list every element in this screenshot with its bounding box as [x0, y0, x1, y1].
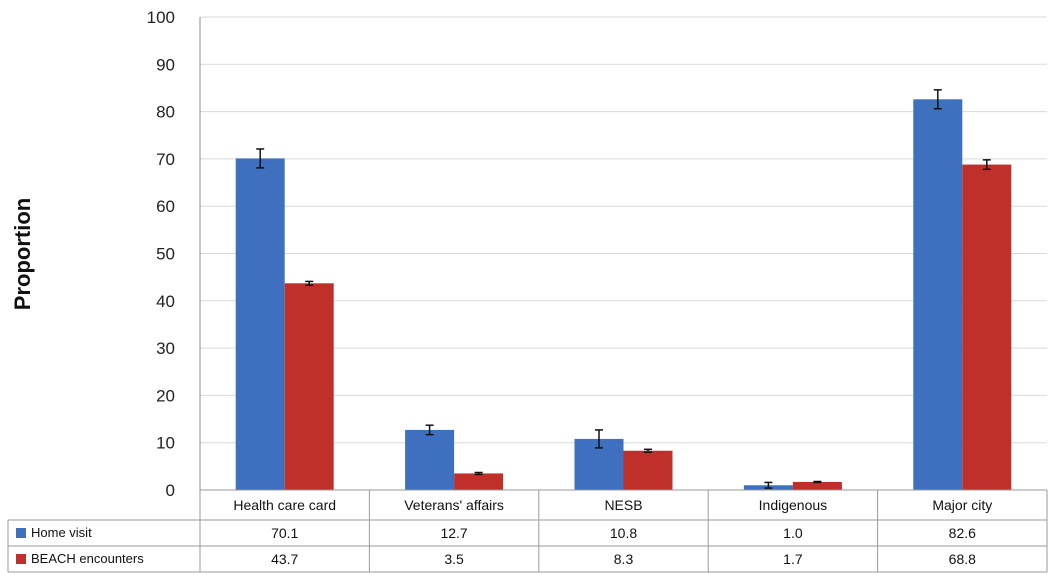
y-tick-label: 40 [156, 292, 175, 311]
y-axis-label: Proportion [10, 198, 35, 310]
gridlines [200, 16, 1047, 444]
error-bar [933, 89, 942, 110]
data-label: 8.3 [614, 551, 634, 567]
error-bar [474, 471, 483, 476]
error-bar [982, 159, 991, 171]
bar [405, 429, 455, 490]
legend-label: BEACH encounters [31, 551, 144, 566]
category-label: NESB [604, 497, 642, 513]
data-label: 10.8 [610, 525, 637, 541]
y-tick-label: 70 [156, 150, 175, 169]
y-axis-ticks: 0 10 20 30 40 50 60 70 80 90 100 [147, 8, 175, 500]
bar [235, 158, 285, 490]
bar [284, 283, 334, 490]
data-label: 12.7 [440, 525, 467, 541]
data-label: 82.6 [949, 525, 976, 541]
bars [235, 99, 1012, 491]
category-label: Indigenous [759, 497, 828, 513]
bar [913, 99, 963, 490]
y-tick-label: 0 [166, 481, 175, 500]
error-bar [595, 429, 603, 449]
y-tick-label: 50 [156, 245, 175, 264]
error-bar [813, 480, 822, 484]
bar [962, 164, 1012, 491]
data-label: 43.7 [271, 551, 298, 567]
category-label: Veterans' affairs [404, 497, 504, 513]
y-tick-label: 90 [156, 55, 175, 74]
error-bar [764, 481, 773, 489]
data-label: 68.8 [949, 551, 976, 567]
y-tick-label: 30 [156, 339, 175, 358]
y-tick-label: 100 [147, 8, 175, 27]
category-label: Major city [932, 497, 992, 513]
error-bar [305, 280, 314, 286]
error-bar [256, 148, 265, 169]
category-label: Health care card [233, 497, 336, 513]
data-table: Health care card Veterans' affairs NESB Ind… [7, 489, 1048, 573]
data-label: 3.5 [444, 551, 464, 567]
error-bar [644, 448, 652, 453]
legend-label: Home visit [31, 525, 92, 540]
y-tick-label: 60 [156, 197, 175, 216]
data-label: 1.0 [783, 525, 803, 541]
bar [623, 450, 673, 490]
error-bars [256, 89, 991, 489]
bar [792, 481, 842, 490]
y-tick-label: 10 [156, 434, 175, 453]
y-tick-label: 80 [156, 103, 175, 122]
legend-swatch [16, 528, 26, 538]
y-tick-label: 20 [156, 386, 175, 405]
data-label: 1.7 [783, 551, 803, 567]
data-label: 70.1 [271, 525, 298, 541]
error-bar [425, 424, 434, 436]
legend-swatch [16, 554, 26, 564]
bar [454, 473, 504, 490]
